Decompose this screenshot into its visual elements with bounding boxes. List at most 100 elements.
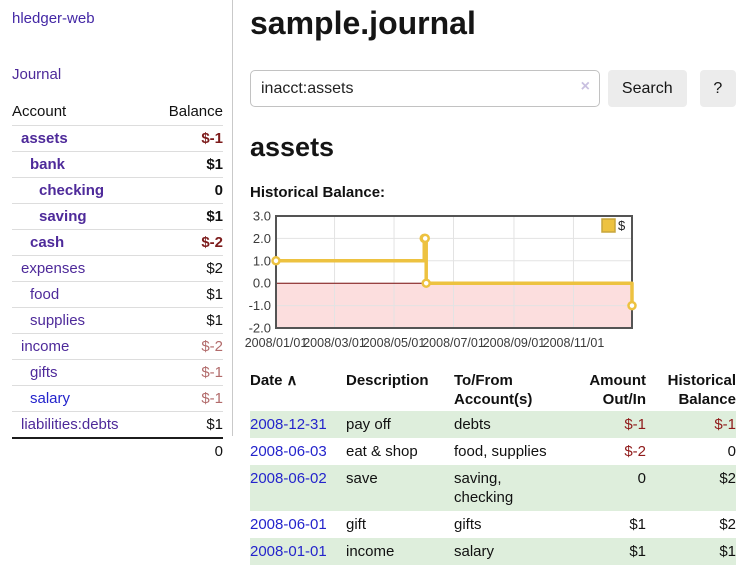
register-header-amount: Amount Out/In bbox=[589, 372, 646, 408]
y-axis-tick-label: -1.0 bbox=[249, 298, 271, 313]
accounts-table: Account Balance assets $-1 bank $1 checking 0… bbox=[12, 100, 223, 464]
y-axis-tick-label: 0.0 bbox=[253, 276, 271, 291]
account-balance: $-1 bbox=[151, 359, 223, 386]
search-form: × Search ? bbox=[250, 70, 736, 107]
nav-journal-link[interactable]: Journal bbox=[12, 66, 62, 83]
help-button[interactable]: ? bbox=[699, 70, 736, 107]
account-link[interactable]: expenses bbox=[21, 260, 86, 277]
transaction-date-link[interactable]: 2008-01-01 bbox=[250, 543, 327, 560]
account-link[interactable]: assets bbox=[21, 130, 68, 147]
transaction-description: eat & shop bbox=[346, 443, 418, 460]
transaction-balance: 0 bbox=[727, 443, 736, 460]
data-point-marker bbox=[421, 278, 431, 288]
main-content: sample.journal × Search ? assets Histori… bbox=[245, 0, 736, 565]
page-title: sample.journal bbox=[250, 5, 476, 41]
accounts-header-account: Account bbox=[12, 103, 67, 120]
accounts-header-row: Account Balance bbox=[12, 100, 223, 126]
account-row: liabilities:debts $1 bbox=[12, 411, 223, 438]
y-axis-tick-label: 1.0 bbox=[253, 253, 271, 268]
legend-label: $ bbox=[618, 218, 626, 233]
app-title-link[interactable]: hledger-web bbox=[12, 10, 95, 27]
account-row: salary $-1 bbox=[12, 385, 223, 412]
transaction-date-link[interactable]: 2008-06-01 bbox=[250, 516, 327, 533]
account-row: gifts $-1 bbox=[12, 359, 223, 386]
account-balance: $1 bbox=[151, 203, 223, 230]
transaction-balance: $-1 bbox=[714, 416, 736, 433]
search-input-wrap: × bbox=[250, 70, 600, 107]
account-link[interactable]: bank bbox=[30, 156, 66, 173]
register-row: 2008-06-01 gift gifts $1 $2 bbox=[250, 511, 736, 538]
x-axis-tick-label: 2008/07/01 bbox=[422, 336, 485, 350]
data-point-marker bbox=[627, 300, 637, 311]
transaction-balance: $2 bbox=[719, 516, 736, 533]
register-row: 2008-01-01 income salary $1 $1 bbox=[250, 538, 736, 565]
transaction-date-link[interactable]: 2008-12-31 bbox=[250, 416, 327, 433]
x-axis-tick-label: 2008/03/01 bbox=[303, 336, 366, 350]
account-row: assets $-1 bbox=[12, 125, 223, 152]
account-row: bank $1 bbox=[12, 151, 223, 178]
search-button[interactable]: Search bbox=[607, 70, 687, 107]
register-header-date[interactable]: Date ∧ bbox=[250, 372, 298, 389]
register-row: 2008-12-31 pay off debts $-1 $-1 bbox=[250, 411, 736, 438]
y-axis-tick-label: 3.0 bbox=[253, 210, 271, 224]
account-row: checking 0 bbox=[12, 177, 223, 204]
x-axis-tick-label: 2008/01/01 bbox=[245, 336, 308, 350]
transaction-description: pay off bbox=[346, 416, 391, 433]
account-row: food $1 bbox=[12, 281, 223, 308]
transaction-date-link[interactable]: 2008-06-03 bbox=[250, 443, 327, 460]
register-row: 2008-06-02 save saving, checking 0 $2 bbox=[250, 465, 736, 511]
account-link[interactable]: liabilities:debts bbox=[21, 416, 119, 433]
account-balance: $-1 bbox=[151, 125, 223, 152]
register-header-accounts: To/From Account(s) bbox=[454, 372, 533, 408]
account-balance: $1 bbox=[151, 411, 223, 438]
transaction-accounts: saving, checking bbox=[454, 470, 514, 506]
data-point-marker bbox=[271, 256, 281, 266]
transaction-accounts: debts bbox=[454, 416, 491, 433]
transaction-date-link[interactable]: 2008-06-02 bbox=[250, 470, 327, 487]
account-link[interactable]: cash bbox=[30, 234, 65, 251]
account-link[interactable]: food bbox=[30, 286, 60, 303]
sort-ascending-icon: ∧ bbox=[286, 372, 298, 389]
transaction-amount: $1 bbox=[629, 516, 646, 533]
transaction-accounts: salary bbox=[454, 543, 495, 560]
account-link[interactable]: supplies bbox=[30, 312, 86, 329]
transaction-description: income bbox=[346, 543, 395, 560]
register-header-balance: Historical Balance bbox=[667, 372, 736, 408]
register-row: 2008-06-03 eat & shop food, supplies $-2 0 bbox=[250, 438, 736, 465]
data-point-marker bbox=[420, 233, 430, 244]
account-balance: $-1 bbox=[151, 385, 223, 412]
account-link[interactable]: income bbox=[21, 338, 70, 355]
transaction-balance: $1 bbox=[719, 543, 736, 560]
accounts-total-value: 0 bbox=[151, 437, 223, 464]
clear-search-icon[interactable]: × bbox=[580, 78, 590, 95]
accounts-header-balance: Balance bbox=[168, 103, 223, 120]
account-balance: 0 bbox=[151, 177, 223, 204]
transaction-accounts: food, supplies bbox=[454, 443, 547, 460]
transaction-balance: $2 bbox=[719, 470, 736, 487]
transaction-description: save bbox=[346, 470, 378, 487]
sidebar: hledger-web Journal Account Balance asse… bbox=[0, 0, 233, 464]
plot-border bbox=[275, 215, 633, 329]
account-link[interactable]: salary bbox=[30, 390, 71, 407]
account-row: supplies $1 bbox=[12, 307, 223, 334]
account-link[interactable]: gifts bbox=[30, 364, 58, 381]
transaction-description: gift bbox=[346, 516, 367, 533]
account-balance: $1 bbox=[151, 151, 223, 178]
account-link[interactable]: saving bbox=[39, 208, 87, 225]
accounts-total-row: 0 bbox=[12, 437, 223, 464]
y-axis-tick-label: -2.0 bbox=[249, 321, 271, 336]
register-header-description: Description bbox=[346, 372, 429, 389]
account-row: expenses $2 bbox=[12, 255, 223, 282]
account-row: income $-2 bbox=[12, 333, 223, 360]
search-input[interactable] bbox=[250, 70, 600, 107]
account-heading: assets bbox=[250, 132, 335, 162]
account-balance: $1 bbox=[151, 281, 223, 308]
account-balance: $-2 bbox=[151, 229, 223, 256]
y-axis-tick-label: 2.0 bbox=[253, 231, 271, 246]
account-link[interactable]: checking bbox=[39, 182, 105, 199]
x-axis-tick-label: 2008/11/01 bbox=[543, 336, 605, 350]
transaction-accounts: gifts bbox=[454, 516, 482, 533]
chart-container: $3.0 2.0 1.0 0.0 -1.0 -2.0 2008/01/01 2008/03/0… bbox=[244, 210, 736, 352]
account-balance: $-2 bbox=[151, 333, 223, 360]
accounts-total-spacer bbox=[12, 437, 152, 464]
